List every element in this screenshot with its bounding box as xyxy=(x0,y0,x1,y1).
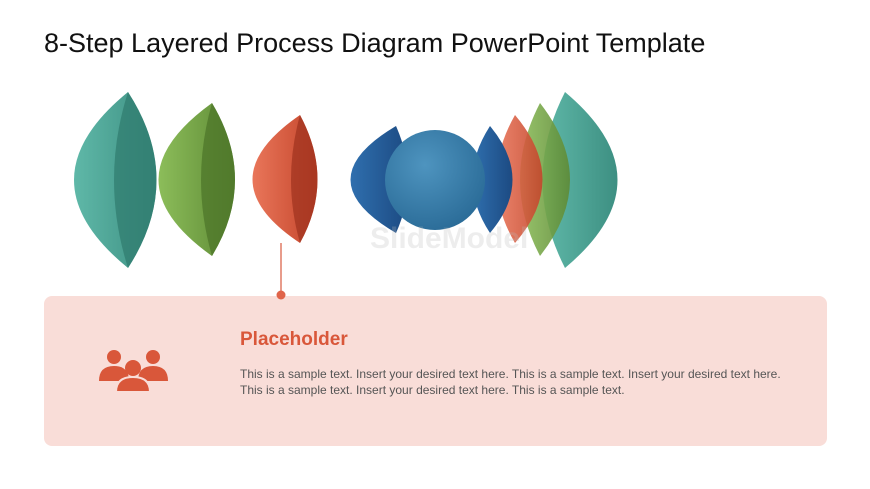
people-icon xyxy=(99,350,168,393)
card-body: This is a sample text. Insert your desir… xyxy=(240,367,781,397)
watermark: SlideModel xyxy=(370,222,529,255)
lens xyxy=(496,115,543,243)
lens xyxy=(472,126,513,233)
lens-facet xyxy=(114,92,157,268)
lens xyxy=(542,92,618,268)
slide-title: 8-Step Layered Process Diagram PowerPoin… xyxy=(44,28,706,58)
lens-facet xyxy=(201,103,235,256)
connector-dot xyxy=(276,290,286,300)
card xyxy=(44,296,827,446)
lenses xyxy=(74,92,618,268)
center-sphere xyxy=(385,130,485,230)
card-heading: Placeholder xyxy=(240,329,348,350)
lens-facet xyxy=(291,115,318,243)
